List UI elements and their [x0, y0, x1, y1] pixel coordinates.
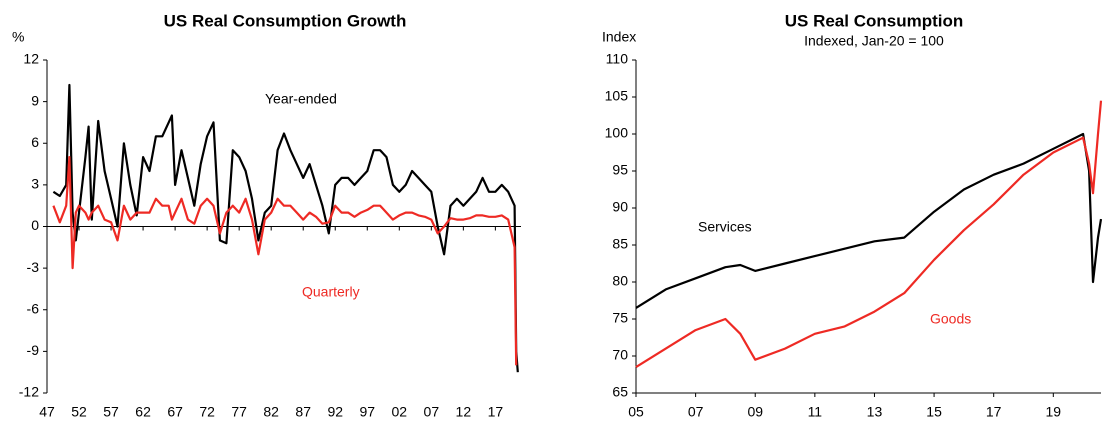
- x-tick-label: 52: [71, 404, 87, 420]
- x-tick-label: 17: [986, 404, 1002, 420]
- chart-title: US Real Consumption Growth: [164, 11, 407, 30]
- x-tick-label: 62: [135, 404, 151, 420]
- series-line: [635, 100, 1103, 369]
- y-tick-label: 6: [31, 134, 39, 150]
- y-tick-label: 12: [23, 51, 39, 67]
- series-label: Services: [698, 219, 752, 235]
- x-tick-label: 17: [488, 404, 504, 420]
- series-label: Goods: [930, 311, 971, 327]
- x-tick-label: 92: [327, 404, 343, 420]
- x-tick-label: 82: [263, 404, 279, 420]
- y-tick-label: 95: [612, 162, 628, 178]
- chart-subtitle: Indexed, Jan-20 = 100: [804, 33, 944, 49]
- y-tick-label: 0: [31, 217, 39, 233]
- series-line: [52, 83, 519, 373]
- y-tick-label: 70: [612, 347, 628, 363]
- y-tick-label: -12: [19, 384, 39, 400]
- x-tick-label: 02: [392, 404, 408, 420]
- y-tick-label: 100: [605, 125, 629, 141]
- y-tick-label: -3: [27, 259, 40, 275]
- series-label: Quarterly: [302, 284, 360, 300]
- y-tick-label: 85: [612, 236, 628, 252]
- x-tick-label: 77: [231, 404, 247, 420]
- x-tick-label: 12: [456, 404, 472, 420]
- y-tick-label: 110: [606, 51, 629, 67]
- y-tick-label: 105: [605, 88, 629, 104]
- series-line: [52, 156, 518, 366]
- x-tick-label: 72: [199, 404, 215, 420]
- x-tick-label: 15: [926, 404, 942, 420]
- y-tick-label: -6: [27, 300, 40, 316]
- x-tick-label: 07: [424, 404, 440, 420]
- x-tick-label: 11: [808, 404, 823, 420]
- x-tick-label: 57: [103, 404, 119, 420]
- series-label: Year-ended: [265, 91, 337, 107]
- x-tick-label: 97: [359, 404, 375, 420]
- x-tick-label: 67: [167, 404, 183, 420]
- y-tick-label: -9: [27, 342, 40, 358]
- y-axis-label: %: [12, 29, 24, 45]
- y-tick-label: 75: [612, 310, 628, 326]
- y-tick-label: 3: [31, 176, 39, 192]
- y-tick-label: 65: [612, 384, 628, 400]
- x-tick-label: 13: [867, 404, 883, 420]
- chart-title: US Real Consumption: [785, 11, 964, 30]
- y-tick-label: 90: [612, 199, 628, 215]
- y-axis-label: Index: [602, 29, 636, 45]
- x-tick-label: 87: [295, 404, 311, 420]
- y-tick-label: 80: [612, 273, 628, 289]
- x-tick-label: 05: [628, 404, 644, 420]
- x-tick-label: 19: [1046, 404, 1062, 420]
- y-tick-label: 9: [31, 92, 39, 108]
- x-tick-label: 09: [747, 404, 763, 420]
- x-tick-label: 47: [39, 404, 55, 420]
- x-tick-label: 07: [688, 404, 704, 420]
